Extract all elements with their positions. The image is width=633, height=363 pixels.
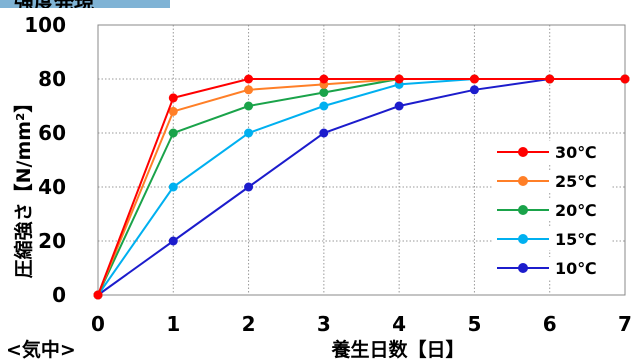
y-tick-label: 0 — [52, 283, 66, 307]
data-point — [319, 74, 329, 84]
legend-marker — [518, 263, 528, 273]
data-point — [244, 182, 254, 192]
legend-item-background — [492, 170, 612, 192]
legend-item: 20℃ — [492, 199, 612, 221]
legend-label: 15℃ — [555, 230, 597, 249]
legend-label: 10℃ — [555, 259, 597, 278]
y-tick-label: 100 — [24, 13, 66, 37]
data-point — [394, 101, 404, 111]
series-group — [93, 74, 630, 300]
data-point — [394, 74, 404, 84]
y-axis-title: 圧縮強さ【N/mm²】 — [12, 94, 35, 279]
data-point — [244, 74, 254, 84]
x-tick-label: 6 — [543, 312, 557, 336]
legend-item-background — [492, 199, 612, 221]
data-point — [244, 128, 254, 138]
data-point — [168, 128, 178, 138]
data-point — [319, 101, 329, 111]
legend-item-background — [492, 141, 612, 163]
series-line — [97, 78, 625, 296]
x-tick-label: 4 — [392, 312, 406, 336]
legend-marker — [518, 147, 528, 157]
x-axis-ticks: 0 1 2 3 4 5 6 7 — [91, 312, 632, 336]
y-axis-ticks: 0 20 40 60 80 100 — [24, 13, 66, 307]
legend: 30℃ 25℃ 20℃ 15℃ 10℃ — [492, 141, 612, 279]
data-point — [244, 101, 254, 111]
series — [93, 74, 630, 300]
data-point — [168, 236, 178, 246]
x-tick-label: 2 — [242, 312, 256, 336]
header-title: 強度発現 — [14, 0, 94, 8]
data-point — [545, 74, 555, 84]
data-point — [469, 74, 479, 84]
x-axis-title: 養生日数【日】 — [330, 338, 464, 361]
y-tick-label: 20 — [38, 229, 66, 253]
x-tick-label: 3 — [317, 312, 331, 336]
header-title-bar: 強度発現 — [0, 0, 170, 8]
legend-marker — [518, 205, 528, 215]
x-tick-label: 5 — [467, 312, 481, 336]
data-point — [469, 85, 479, 95]
legend-item: 30℃ — [492, 141, 612, 163]
data-point — [620, 74, 630, 84]
legend-item: 25℃ — [492, 170, 612, 192]
data-point — [168, 106, 178, 116]
x-tick-label: 1 — [166, 312, 180, 336]
x-tick-label: 0 — [91, 312, 105, 336]
series-line — [97, 78, 625, 296]
legend-item-background — [492, 257, 612, 279]
x-tick-label: 7 — [618, 312, 632, 336]
legend-item-background — [492, 228, 612, 250]
legend-label: 20℃ — [555, 201, 597, 220]
data-point — [93, 290, 103, 300]
data-point — [168, 93, 178, 103]
y-tick-label: 80 — [38, 67, 66, 91]
legend-marker — [518, 176, 528, 186]
data-point — [168, 182, 178, 192]
y-tick-label: 40 — [38, 175, 66, 199]
legend-label: 30℃ — [555, 143, 597, 162]
data-point — [319, 88, 329, 97]
y-tick-label: 60 — [38, 121, 66, 145]
legend-label: 25℃ — [555, 172, 597, 191]
plot-frame — [97, 24, 626, 296]
condition-label: <気中> — [6, 338, 76, 361]
data-point — [244, 85, 254, 95]
legend-item: 15℃ — [492, 228, 612, 250]
legend-marker — [518, 234, 528, 244]
legend-item: 10℃ — [492, 257, 612, 279]
data-point — [319, 128, 329, 138]
